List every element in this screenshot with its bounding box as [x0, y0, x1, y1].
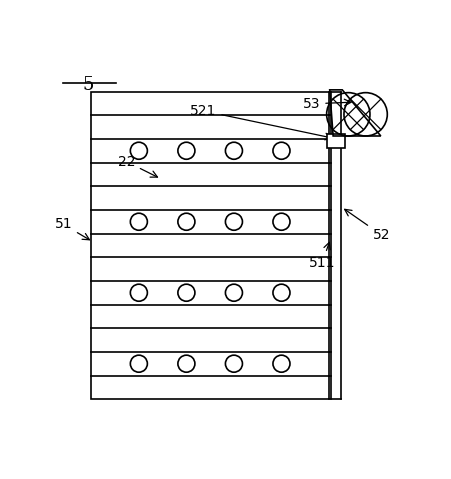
Text: 5: 5 [82, 76, 93, 94]
Text: 22: 22 [118, 155, 157, 177]
Text: 51: 51 [55, 217, 89, 240]
Text: 521: 521 [190, 104, 332, 140]
Bar [327, 134, 345, 148]
Text: 52: 52 [345, 209, 390, 242]
Bar [92, 91, 329, 399]
Text: 53: 53 [303, 97, 351, 111]
Text: 511: 511 [309, 242, 335, 270]
